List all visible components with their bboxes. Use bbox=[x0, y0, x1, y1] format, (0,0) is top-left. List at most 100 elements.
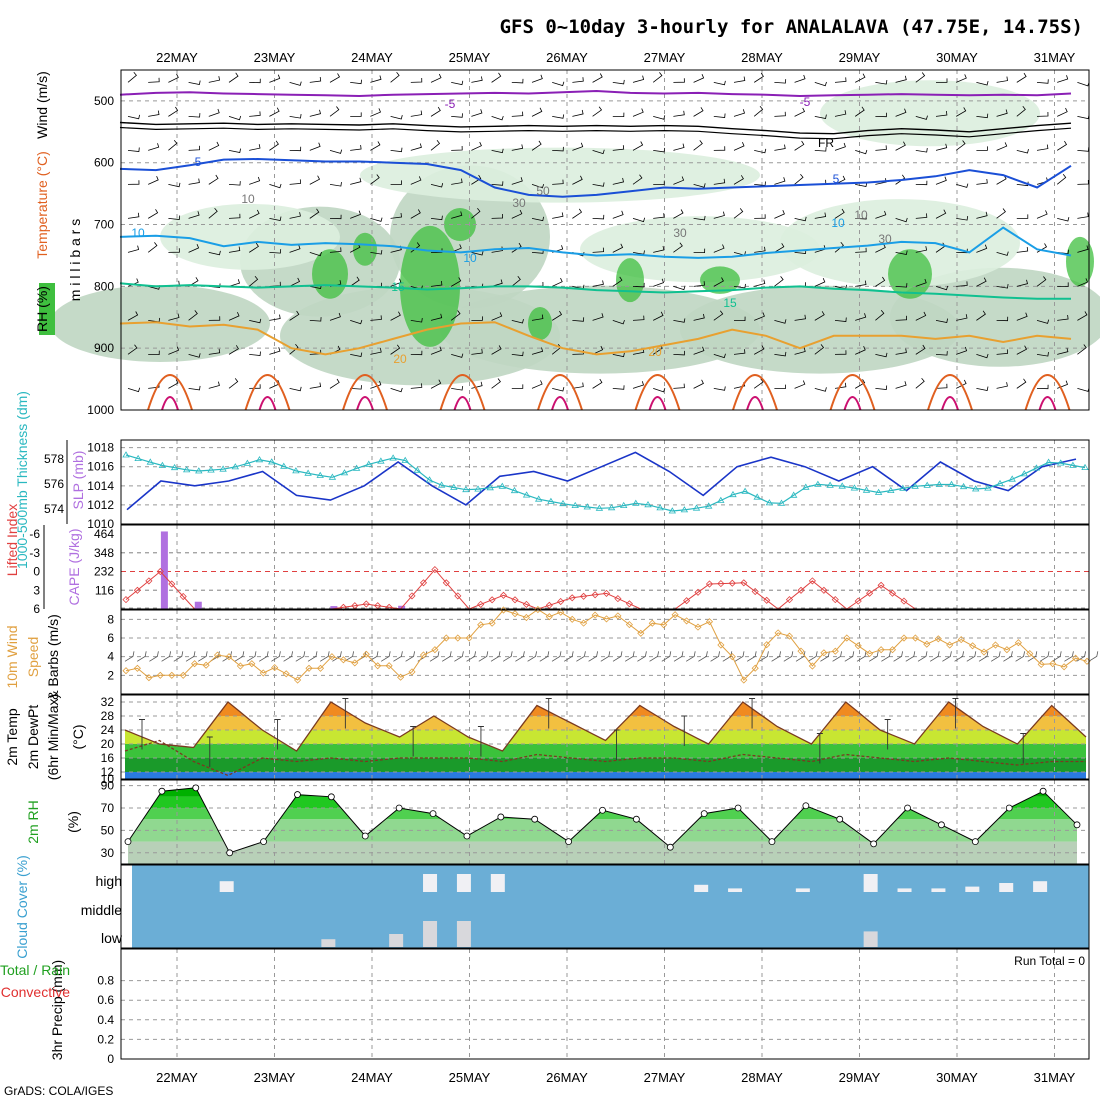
thickness-marker bbox=[704, 502, 713, 509]
isotherm-5 bbox=[119, 157, 1072, 198]
lifted-index-marker bbox=[717, 580, 725, 588]
wind-barb bbox=[188, 80, 201, 85]
wind-barb bbox=[1077, 245, 1089, 253]
lifted-index-marker bbox=[751, 587, 759, 596]
wind-speed-marker bbox=[911, 634, 919, 642]
minmax-bar bbox=[1020, 733, 1027, 764]
wind-barb bbox=[511, 276, 521, 287]
wind-barb bbox=[410, 383, 423, 389]
wind-barb bbox=[552, 212, 564, 219]
thickness-tick-label: 574 bbox=[44, 502, 64, 516]
cloud-row-label: middle bbox=[81, 902, 122, 918]
wind-speed-marker bbox=[740, 676, 748, 684]
wind-barb bbox=[1077, 311, 1088, 321]
isotherm-label: -5 bbox=[800, 95, 811, 109]
wind-barb bbox=[713, 386, 726, 391]
wind-speed-marker bbox=[511, 610, 519, 618]
wind-barb bbox=[713, 244, 725, 253]
wind-barb bbox=[552, 81, 565, 87]
wind-barb bbox=[733, 349, 746, 355]
surface-wind-barb bbox=[722, 651, 733, 662]
minmax-bar bbox=[816, 733, 823, 764]
thickness-marker bbox=[741, 487, 749, 494]
wind-barb bbox=[653, 387, 666, 393]
wind-barb bbox=[774, 177, 786, 185]
wind-barb bbox=[895, 75, 907, 83]
wind-barb bbox=[168, 73, 179, 83]
wind-barb bbox=[168, 182, 181, 188]
wind-barb bbox=[1016, 149, 1029, 154]
lifted-index-marker bbox=[728, 579, 736, 587]
wind-barb bbox=[127, 180, 140, 185]
slp-tick-label: 1014 bbox=[87, 479, 114, 493]
precip-convective-label: Convective bbox=[1, 984, 70, 1000]
lifted-index-marker bbox=[362, 600, 370, 608]
rh-marker bbox=[938, 821, 945, 829]
isotherm-25 bbox=[342, 374, 388, 411]
wind-barb bbox=[147, 242, 158, 253]
precip-tick-label: 0.2 bbox=[97, 1032, 114, 1046]
wind-barb bbox=[390, 72, 400, 83]
wind-barb bbox=[471, 348, 483, 355]
wind-barb bbox=[653, 213, 665, 219]
wind-speed-marker bbox=[1014, 639, 1022, 647]
wind-barb bbox=[592, 280, 604, 287]
wind-barb bbox=[370, 348, 382, 355]
temperature-band bbox=[125, 716, 1086, 730]
temp-tick-label: 10 bbox=[101, 772, 115, 786]
surface-wind-barb bbox=[515, 651, 525, 662]
wind-barb bbox=[127, 114, 140, 120]
precip-total-label: Total / Rain bbox=[0, 962, 70, 978]
wind-speed-marker bbox=[225, 653, 233, 661]
wind-barb bbox=[127, 344, 138, 355]
wind-barb bbox=[188, 244, 200, 253]
wind-barb bbox=[1077, 81, 1090, 87]
wind-barb bbox=[875, 243, 886, 253]
rh-shading bbox=[160, 203, 340, 270]
date-label-top: 22MAY bbox=[156, 50, 198, 65]
wind-barb bbox=[693, 346, 705, 355]
isotherm-label: 20 bbox=[393, 352, 407, 366]
wind-barb bbox=[955, 140, 966, 151]
wind-barb bbox=[834, 350, 847, 355]
wind-barb bbox=[410, 143, 422, 151]
wind-barb bbox=[208, 316, 221, 321]
wind-barb bbox=[855, 280, 867, 287]
wind-barb bbox=[390, 147, 403, 153]
cape-bar bbox=[330, 606, 338, 609]
wind-barb bbox=[208, 381, 220, 389]
surface-wind-barb bbox=[832, 651, 842, 662]
wind-barb bbox=[976, 310, 986, 321]
wind-barb bbox=[511, 384, 524, 389]
wind-barb bbox=[430, 215, 443, 221]
surface-wind-barb bbox=[637, 651, 647, 662]
wind-barb bbox=[673, 242, 683, 253]
wind-barb bbox=[450, 310, 461, 321]
minmax-bar bbox=[884, 719, 891, 750]
wind-barb bbox=[430, 313, 443, 321]
low-cloud-bar bbox=[321, 939, 336, 947]
isotherm-FR bbox=[119, 121, 1072, 135]
wind-barb bbox=[410, 318, 423, 323]
wind-barb bbox=[895, 381, 907, 389]
wind-barb bbox=[430, 106, 441, 117]
thickness-marker bbox=[887, 486, 895, 493]
wind-barb bbox=[794, 74, 806, 83]
surface-wind-barb bbox=[759, 651, 769, 662]
cape-tick-label: 464 bbox=[94, 527, 114, 541]
wind-barb bbox=[753, 378, 764, 389]
wind-barb bbox=[996, 382, 1008, 389]
wind-barb bbox=[289, 244, 301, 253]
lifted-index-marker bbox=[122, 596, 130, 604]
rh-marker bbox=[904, 804, 911, 812]
surface-wind-barb bbox=[734, 651, 745, 662]
wind-barb bbox=[733, 76, 746, 83]
date-label-top: 23MAY bbox=[254, 50, 296, 65]
isotherm-30 bbox=[453, 396, 472, 411]
wind-barb bbox=[1036, 210, 1048, 219]
wind-barb bbox=[592, 182, 605, 187]
wind-barb bbox=[249, 351, 261, 356]
wind-barb bbox=[612, 145, 625, 151]
wind-barb bbox=[451, 277, 462, 287]
wind-barb bbox=[350, 319, 363, 325]
